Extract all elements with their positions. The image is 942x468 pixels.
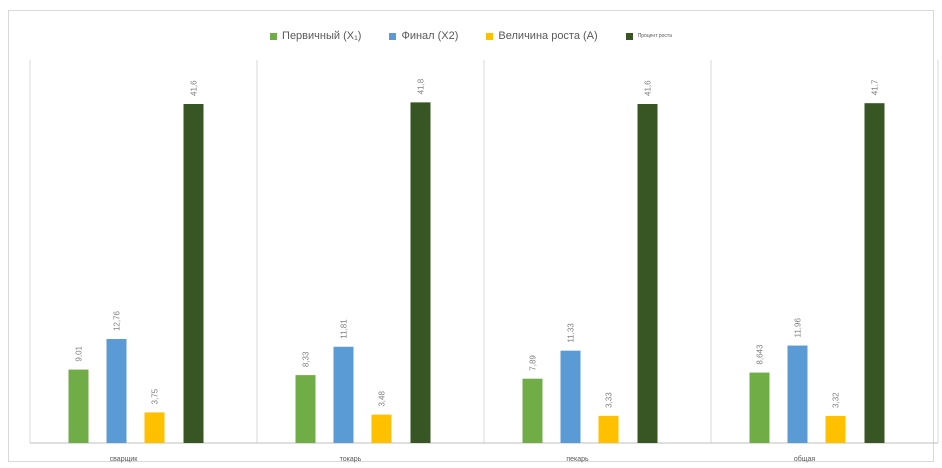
legend-label-final: Финал (X2)	[401, 30, 459, 42]
data-label: 11,96	[794, 318, 803, 338]
legend-item-growth: Величина роста (A)	[486, 30, 598, 42]
bar	[749, 372, 770, 443]
legend-label-primary: Первичный (X₁)	[282, 30, 362, 42]
bar	[598, 415, 619, 443]
bar	[333, 346, 354, 443]
bar	[183, 104, 204, 443]
legend-item-final: Финал (X2)	[389, 30, 458, 42]
bar	[787, 345, 808, 443]
bar	[637, 104, 658, 443]
bar	[864, 103, 885, 443]
data-label: 9,01	[75, 345, 84, 361]
data-label: 3,48	[378, 391, 387, 407]
data-label: 8,643	[756, 344, 765, 365]
data-label: 7,89	[529, 355, 538, 371]
bar	[410, 102, 431, 444]
data-label: 11,33	[567, 323, 576, 343]
legend-swatch-primary	[270, 32, 278, 40]
category-label: сварщик	[110, 456, 139, 463]
legend-swatch-percent	[625, 32, 633, 40]
data-label: 41,6	[190, 80, 199, 96]
legend: Первичный (X₁) Финал (X2) Величина роста…	[0, 28, 942, 44]
bar	[295, 375, 316, 443]
bar	[144, 412, 165, 443]
legend-label-growth: Величина роста (A)	[498, 30, 598, 42]
chart-border	[8, 10, 934, 462]
data-label: 41,6	[644, 80, 653, 96]
legend-item-primary: Первичный (X₁)	[270, 30, 361, 42]
legend-label-percent: Процент роста	[637, 33, 672, 39]
data-label: 41,7	[871, 79, 880, 95]
bar	[68, 369, 89, 443]
data-label: 3,75	[151, 388, 160, 404]
data-label: 8,33	[302, 351, 311, 367]
data-label: 41,8	[417, 78, 426, 94]
data-label: 11,81	[340, 319, 349, 339]
bar	[371, 414, 392, 443]
category-label: общая	[794, 455, 816, 463]
data-label: 12,76	[113, 310, 122, 331]
legend-swatch-final	[389, 32, 397, 40]
bar	[560, 350, 581, 443]
bar	[106, 339, 127, 443]
category-label: пекарь	[566, 456, 589, 463]
data-label: 3,33	[605, 392, 614, 408]
legend-item-percent: Процент роста	[625, 32, 672, 40]
bar	[825, 415, 846, 443]
bar	[522, 378, 543, 443]
data-label: 3,32	[832, 392, 841, 408]
legend-swatch-growth	[486, 32, 494, 40]
category-label: токарь	[340, 456, 362, 463]
